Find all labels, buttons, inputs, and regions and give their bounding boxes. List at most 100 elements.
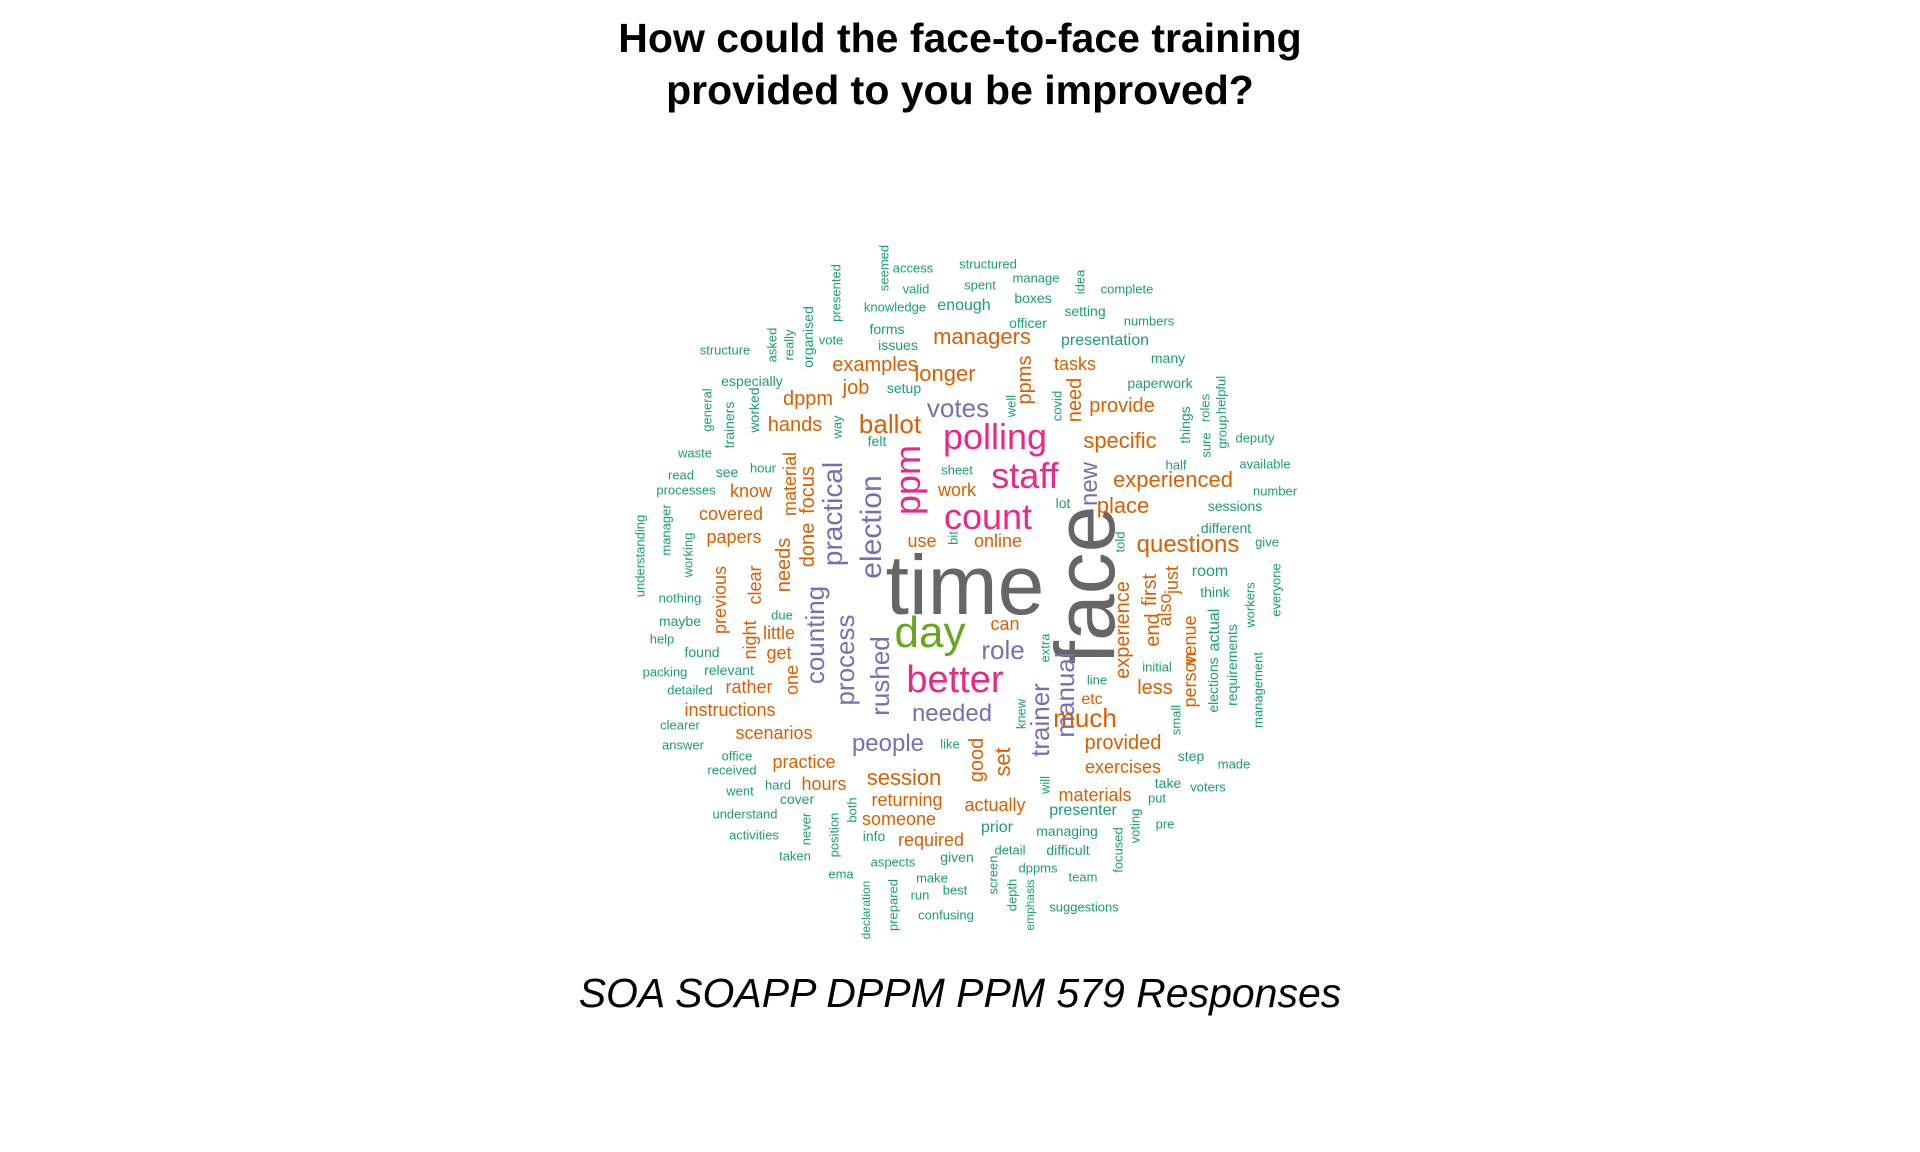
word-practice: practice [772,752,836,772]
word-nothing: nothing [658,590,702,606]
word-presenter: presenter [1049,802,1117,819]
word-initial: initial [1142,659,1172,675]
word-see: see [715,464,739,480]
word-depth: depth [1004,878,1020,912]
word-job: job [842,377,870,399]
chart-caption: SOA SOAPP DPPM PPM 579 Responses [578,970,1342,1016]
word-actually: actually [964,795,1026,815]
word-given: given [940,849,974,865]
word-better: better [906,659,1004,701]
word-work: work [937,480,977,500]
word-things: things [1177,406,1193,444]
word-especially: especially [721,373,783,389]
word-hours: hours [801,774,847,794]
word-went: went [726,783,754,799]
word-like: like [940,736,960,752]
word-worked: worked [746,387,762,433]
word-declaration: declaration [859,880,873,940]
chart-title-line-2: provided to you be improved? [666,67,1254,113]
word-night: night [740,620,760,660]
word-trainers: trainers [721,401,737,449]
word-helpful: helpful [1213,375,1229,415]
word-workers: workers [1242,582,1258,628]
word-complete: complete [1100,281,1154,297]
word-staff: staff [991,455,1059,496]
word-clear: clear [745,565,765,605]
word-line: line [1086,672,1108,688]
word-found: found [684,644,720,660]
word-experience: experience [1112,581,1134,679]
word-never: never [798,812,814,846]
word-presentation: presentation [1060,332,1150,349]
word-covid: covid [1049,390,1065,422]
word-questions: questions [1136,531,1240,558]
word-rather: rather [725,677,773,697]
word-give: give [1255,534,1279,550]
word-done: done [797,522,819,568]
word-everyone: everyone [1268,563,1284,617]
word-detailed: detailed [667,682,713,698]
word-info: info [862,828,886,844]
word-use: use [907,531,937,551]
word-run: run [910,887,930,903]
word-aspects: aspects [870,854,916,870]
word-elections: elections [1205,657,1221,713]
word-position: position [826,812,842,858]
word-understand: understand [712,806,778,822]
word-felt: felt [867,433,887,449]
word-exercises: exercises [1084,757,1162,777]
word-spent: spent [964,277,996,293]
word-half: half [1165,457,1187,473]
word-voting: voting [1127,808,1143,844]
word-think: think [1200,584,1230,600]
word-packing: packing [642,664,688,680]
word-vote: vote [818,332,844,348]
word-ema: ema [828,866,854,882]
word-materials: materials [1058,785,1132,805]
word-role: role [981,635,1025,665]
word-number: number [1252,483,1298,499]
word-manage: manage [1012,270,1060,286]
word-rushed: rushed [865,636,895,716]
word-lot: lot [1055,495,1071,511]
word-hands: hands [767,414,823,436]
word-general: general [699,388,715,432]
word-focus: focus [797,466,819,514]
word-prepared: prepared [885,878,901,932]
word-extra: extra [1037,633,1053,663]
word-setting: setting [1064,303,1106,319]
word-group: group [1214,415,1230,449]
word-issues: issues [878,337,918,353]
word-people: people [851,730,925,757]
word-management: management [1250,652,1266,728]
word-good: good [966,737,988,783]
word-know: know [729,481,773,501]
word-asked: asked [764,327,780,363]
word-can: can [990,614,1020,634]
word-knew: knew [1013,698,1029,730]
word-get: get [766,643,792,663]
word-required: required [897,830,965,850]
word-activities: activities [729,827,779,843]
chart-title: How could the face-to-face training prov… [0,12,1920,116]
word-processes: processes [656,482,716,498]
word-roles: roles [1197,393,1213,423]
word-boxes: boxes [1014,290,1052,306]
word-polling: polling [942,416,1048,457]
word-small: small [1168,704,1184,736]
word-put: put [1147,790,1167,806]
word-requirements: requirements [1224,624,1240,706]
word-experienced: experienced [1113,467,1233,492]
word-team: team [1068,869,1098,885]
word-paperwork: paperwork [1127,375,1193,391]
word-working: working [680,532,696,578]
word-someone: someone [861,809,937,829]
word-numbers: numbers [1123,313,1175,329]
word-pre: pre [1155,816,1175,832]
word-just: just [1162,565,1182,595]
word-returning: returning [871,790,943,810]
word-hour: hour [749,460,777,476]
word-available: available [1239,456,1291,472]
word-suggestions: suggestions [1049,899,1119,915]
word-waste: waste [678,445,712,461]
